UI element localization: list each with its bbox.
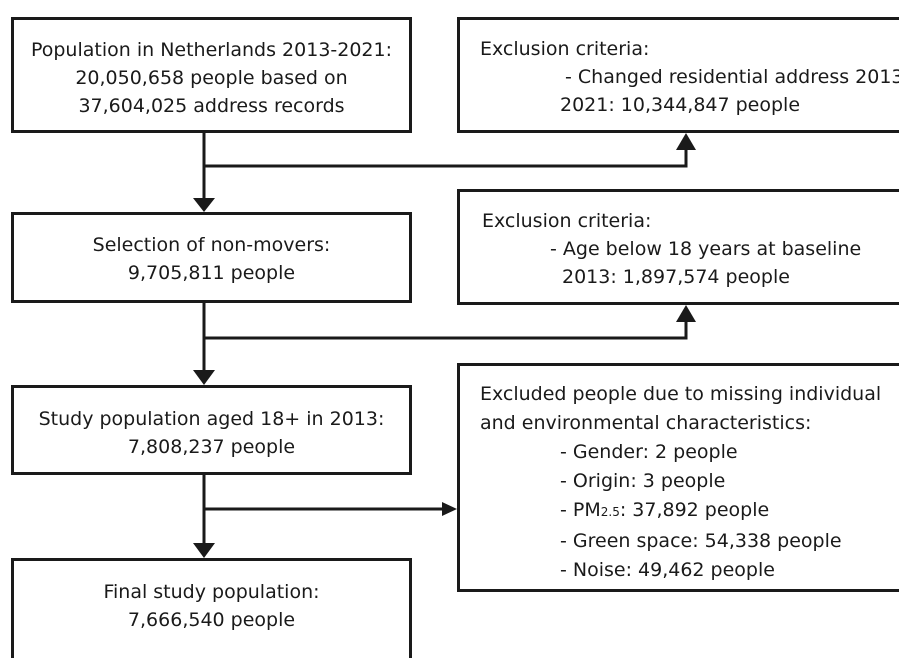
study-population-box: Study population aged 18+ in 2013: 7,808… bbox=[11, 385, 412, 475]
non-movers-line-1: Selection of non-movers: bbox=[92, 234, 331, 256]
exclusion-age-title: Exclusion criteria: bbox=[482, 210, 652, 232]
population-box: Population in Netherlands 2013-2021: 20,… bbox=[11, 17, 412, 133]
pm-prefix: - PM bbox=[560, 499, 601, 521]
final-line-2: 7,666,540 people bbox=[127, 609, 296, 631]
exclusion-missing-title-1: Excluded people due to missing individua… bbox=[480, 383, 882, 405]
arrowhead-exclusion-missing bbox=[442, 502, 457, 516]
exclusion-age-line-2: 2013: 1,897,574 people bbox=[562, 266, 790, 288]
exclusion-green-space: - Green space: 54,338 people bbox=[560, 530, 842, 552]
non-movers-line-2: 9,705,811 people bbox=[127, 262, 296, 284]
exclusion-age-box: Exclusion criteria: - Age below 18 years… bbox=[457, 189, 899, 305]
population-line-3: 37,604,025 address records bbox=[78, 95, 345, 117]
exclusion-age-line-1: - Age below 18 years at baseline bbox=[550, 238, 862, 260]
exclusion-noise: - Noise: 49,462 people bbox=[560, 559, 775, 581]
non-movers-box: Selection of non-movers: 9,705,811 peopl… bbox=[11, 212, 412, 303]
study-population-line-2: 7,808,237 people bbox=[127, 436, 296, 458]
exclusion-origin: - Origin: 3 people bbox=[560, 470, 726, 492]
pm-subscript: 2.5 bbox=[600, 505, 620, 519]
exclusion-missing-title-2: and environmental characteristics: bbox=[480, 412, 812, 434]
pm-rest: : 37,892 people bbox=[619, 499, 770, 521]
population-line-1: Population in Netherlands 2013-2021: bbox=[30, 39, 393, 61]
arrow-to-exclusion-age bbox=[204, 320, 688, 340]
exclusion-moved-line-2: 2021: 10,344,847 people bbox=[560, 94, 801, 116]
arrowhead-exclusion-age bbox=[676, 305, 696, 322]
final-line-1: Final study population: bbox=[103, 581, 320, 603]
flow-connectors bbox=[193, 133, 696, 558]
exclusion-missing-box: Excluded people due to missing individua… bbox=[457, 363, 899, 592]
exclusion-moved-title: Exclusion criteria: bbox=[480, 38, 650, 60]
exclusion-pm25: - PM2.5: 37,892 people bbox=[460, 496, 899, 527]
final-population-box: Final study population: 7,666,540 people bbox=[11, 558, 412, 658]
arrowhead-exclusion-moved bbox=[676, 133, 696, 150]
population-line-2: 20,050,658 people based on bbox=[75, 67, 348, 89]
arrow-to-exclusion-moved bbox=[204, 146, 688, 168]
exclusion-gender: - Gender: 2 people bbox=[560, 441, 738, 463]
arrowhead-study bbox=[193, 370, 215, 385]
arrowhead-non-movers bbox=[193, 198, 215, 212]
exclusion-moved-box: Exclusion criteria: - Changed residentia… bbox=[457, 17, 899, 133]
study-population-line-1: Study population aged 18+ in 2013: bbox=[38, 408, 385, 430]
arrowhead-final bbox=[193, 543, 215, 558]
exclusion-moved-line-1: - Changed residential address 2013- bbox=[565, 66, 899, 88]
